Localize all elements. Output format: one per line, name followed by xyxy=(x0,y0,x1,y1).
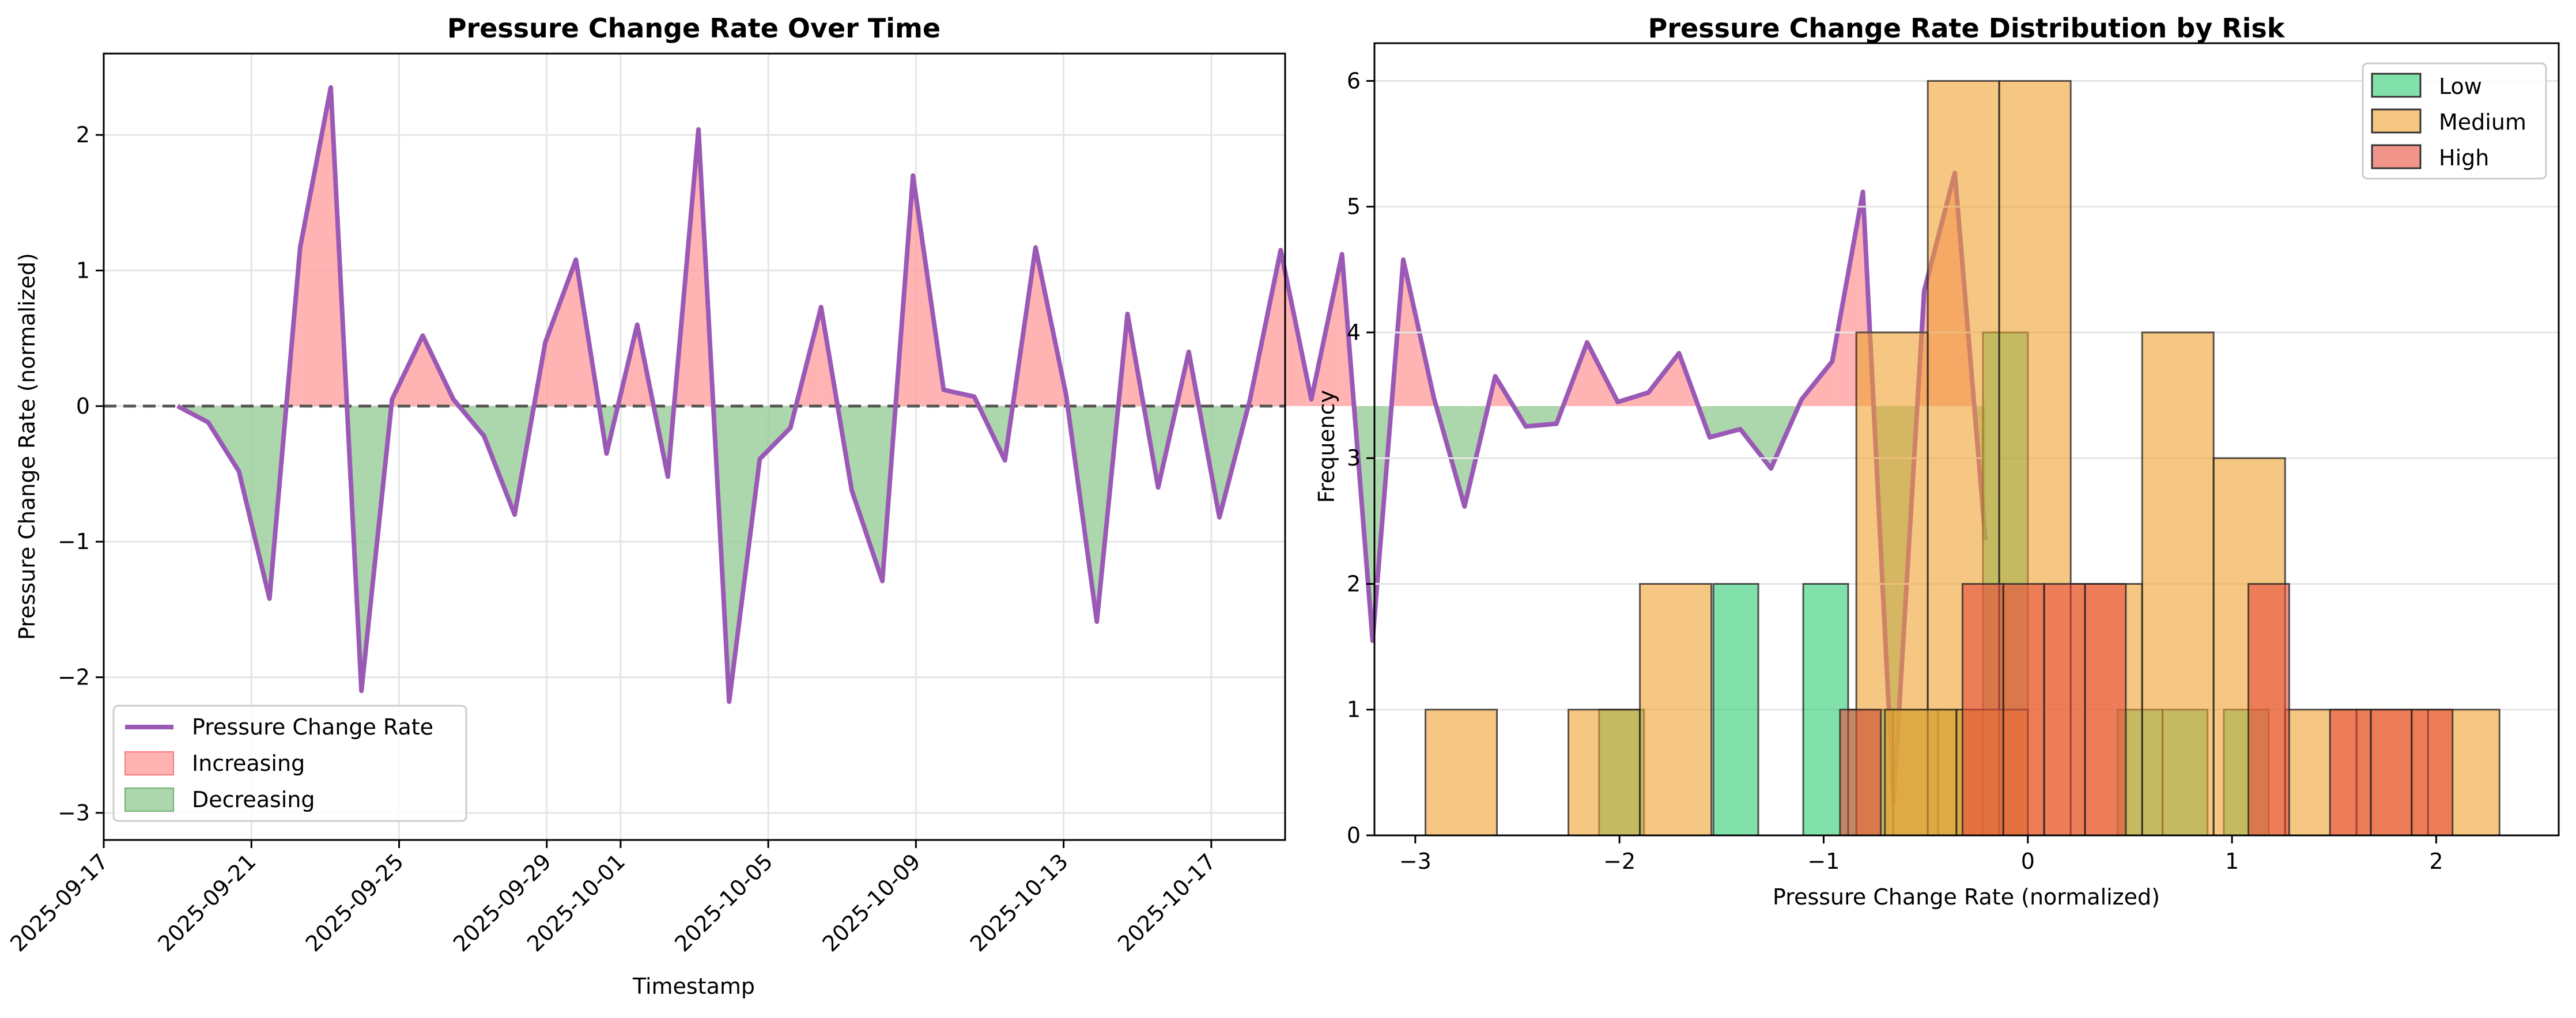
legend-entry: Decreasing xyxy=(192,787,315,812)
legend-entry: Low xyxy=(2439,74,2482,99)
legend-medium-swatch xyxy=(2371,108,2422,134)
y-tick-label: −1 xyxy=(58,529,90,554)
x-axis-label: Pressure Change Rate (normalized) xyxy=(1773,884,2160,910)
y-tick-label: 3 xyxy=(1347,445,1361,471)
y-ticks: 0 1 2 3 4 5 6 xyxy=(1347,68,1374,848)
histogram-chart: Pressure Change Rate Distribution by Ris… xyxy=(1314,13,2560,910)
legend-high-swatch xyxy=(2371,144,2422,169)
x-tick-label: −2 xyxy=(1603,849,1636,874)
histogram-bar-medium xyxy=(1567,709,1641,837)
histogram-bar-low xyxy=(1712,582,1759,837)
fill-segment xyxy=(300,87,331,406)
histogram-bars xyxy=(1425,80,2501,837)
y-axis-label: Pressure Change Rate (normalized) xyxy=(14,253,40,640)
y-tick-label: 6 xyxy=(1347,68,1361,93)
histogram-bar-high xyxy=(1961,582,2004,837)
x-ticks: −3 −2 −1 0 1 2 xyxy=(1399,835,2443,874)
legend-entry: High xyxy=(2439,145,2489,171)
legend-increasing-swatch xyxy=(124,751,174,775)
legend: Pressure Change Rate Increasing Decreasi… xyxy=(112,705,467,822)
x-tick-label: 2 xyxy=(2429,849,2443,874)
fill-segment xyxy=(760,406,791,459)
y-tick-label: 5 xyxy=(1347,194,1361,220)
histogram-bar-high xyxy=(1839,709,1882,837)
histogram-bar-high xyxy=(2247,582,2290,837)
legend-box xyxy=(112,705,467,822)
histogram-bar-high xyxy=(2370,709,2413,837)
legend-entry: Medium xyxy=(2439,109,2526,135)
histogram-bar-high xyxy=(2002,582,2045,837)
fill-segment xyxy=(851,406,883,581)
chart-title: Pressure Change Rate Over Time xyxy=(447,13,940,44)
legend-decreasing-swatch xyxy=(124,788,174,812)
fill-segment xyxy=(1525,406,1557,427)
legend: Low Medium High xyxy=(2362,62,2547,180)
x-axis-label: Timestamp xyxy=(632,974,755,999)
legend-entry: Pressure Change Rate xyxy=(192,714,433,740)
fill-segment xyxy=(943,389,975,406)
fill-segment xyxy=(545,259,576,406)
y-tick-label: 2 xyxy=(1347,571,1361,596)
y-axis-label: Frequency xyxy=(1314,390,1339,503)
series-line xyxy=(176,85,1988,806)
legend-low-swatch xyxy=(2371,73,2422,98)
histogram-bar-medium xyxy=(1639,582,1713,837)
y-tick-label: 1 xyxy=(76,258,90,283)
histogram-bar-high xyxy=(2043,582,2086,837)
histogram-bar-high xyxy=(2329,709,2372,837)
plot-frame xyxy=(1373,42,2560,837)
x-tick-label: −1 xyxy=(1807,849,1840,874)
histogram-bar-medium xyxy=(2141,331,2215,837)
plot-frame xyxy=(103,52,1286,841)
x-tick-label: 0 xyxy=(2021,849,2035,874)
y-tick-label: 2 xyxy=(76,122,90,147)
y-tick-label: 0 xyxy=(1347,823,1361,848)
histogram-bar-medium xyxy=(1884,709,1958,837)
legend-entry: Increasing xyxy=(192,751,305,776)
pressure-change-line xyxy=(176,85,1988,806)
fill-segment xyxy=(484,406,515,515)
x-tick-label: 1 xyxy=(2225,849,2239,874)
fill-segment xyxy=(1740,406,1772,469)
histogram-bar-high xyxy=(2411,709,2454,837)
x-tick-label: −3 xyxy=(1399,849,1431,874)
y-tick-label: 4 xyxy=(1347,320,1361,345)
y-tick-label: 0 xyxy=(76,393,90,419)
y-tick-label: −3 xyxy=(58,800,90,826)
y-tick-label: 1 xyxy=(1347,697,1361,722)
histogram-bar-medium xyxy=(1425,709,1498,837)
y-ticks: −3 −2 −1 0 1 2 xyxy=(58,122,104,826)
fill-segment xyxy=(239,406,270,599)
histogram-bar-high xyxy=(2084,582,2127,837)
chart-title: Pressure Change Rate Distribution by Ris… xyxy=(1648,13,2286,44)
y-tick-label: −2 xyxy=(58,665,90,690)
